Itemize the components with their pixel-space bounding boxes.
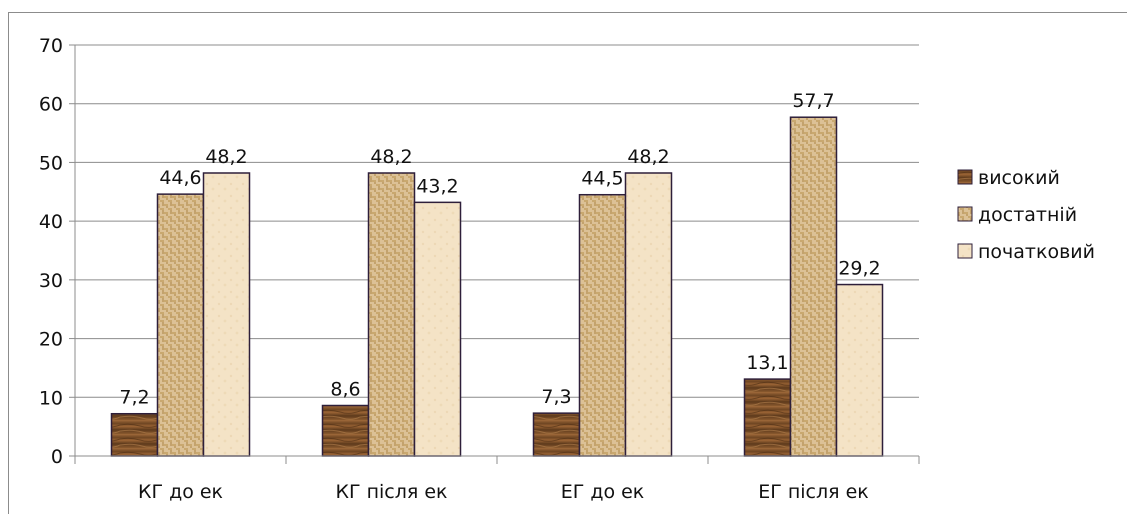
legend-swatch [957, 243, 973, 259]
y-tick-label: 30 [39, 270, 63, 292]
y-tick-labels: 0 10 20 30 40 50 60 70 [39, 35, 63, 468]
legend: високий достатній початковий [957, 167, 1095, 263]
y-tick-label: 20 [39, 329, 63, 351]
bar-wood [743, 378, 792, 457]
data-label: 43,2 [416, 175, 458, 197]
bars-group [110, 116, 884, 457]
y-tick-label: 60 [39, 94, 63, 116]
legend-swatch [957, 206, 973, 222]
x-tick-label: КГ після ек [335, 481, 447, 503]
bar-weave [789, 116, 838, 457]
bar-paper [835, 283, 884, 457]
data-label: 48,2 [370, 146, 412, 168]
data-label: 48,2 [205, 146, 247, 168]
bar-wood [532, 412, 581, 457]
legend-label: початковий [978, 241, 1095, 263]
data-label: 48,2 [627, 146, 669, 168]
y-tick-label: 10 [39, 387, 63, 409]
bar-paper [202, 172, 251, 457]
legend-label: високий [978, 167, 1060, 189]
legend-label: достатній [978, 204, 1077, 226]
y-tick-label: 0 [51, 446, 63, 468]
data-label: 44,6 [159, 167, 201, 189]
x-tick-label: ЕГ до ек [561, 481, 645, 503]
data-label: 44,5 [581, 168, 623, 190]
data-label: 7,2 [119, 387, 149, 409]
y-tick-label: 40 [39, 211, 63, 233]
axes-group [74, 45, 919, 457]
bar-weave [156, 193, 205, 457]
x-tick-labels: КГ до ек КГ після ек ЕГ до ек ЕГ після ек [138, 481, 869, 503]
x-tick-label: КГ до ек [138, 481, 223, 503]
chart-frame [8, 12, 1127, 514]
data-labels: 7,2 8,6 7,313,144,648,244,557,748,243,248,… [119, 90, 880, 409]
data-label: 29,2 [838, 258, 880, 280]
y-tick-label: 50 [39, 152, 63, 174]
bar-wood [321, 404, 370, 457]
y-tick-label: 70 [39, 35, 63, 57]
bar-weave [367, 172, 416, 457]
x-tick-label: ЕГ після ек [758, 481, 869, 503]
data-label: 57,7 [792, 90, 834, 112]
legend-swatch [957, 169, 973, 185]
bar-weave [578, 193, 627, 457]
bar-wood [110, 412, 159, 457]
bar-paper [624, 172, 673, 457]
data-label: 13,1 [746, 352, 788, 374]
bar-paper [413, 201, 462, 457]
gridlines [69, 44, 920, 464]
data-label: 8,6 [330, 379, 360, 401]
data-label: 7,3 [541, 386, 571, 408]
